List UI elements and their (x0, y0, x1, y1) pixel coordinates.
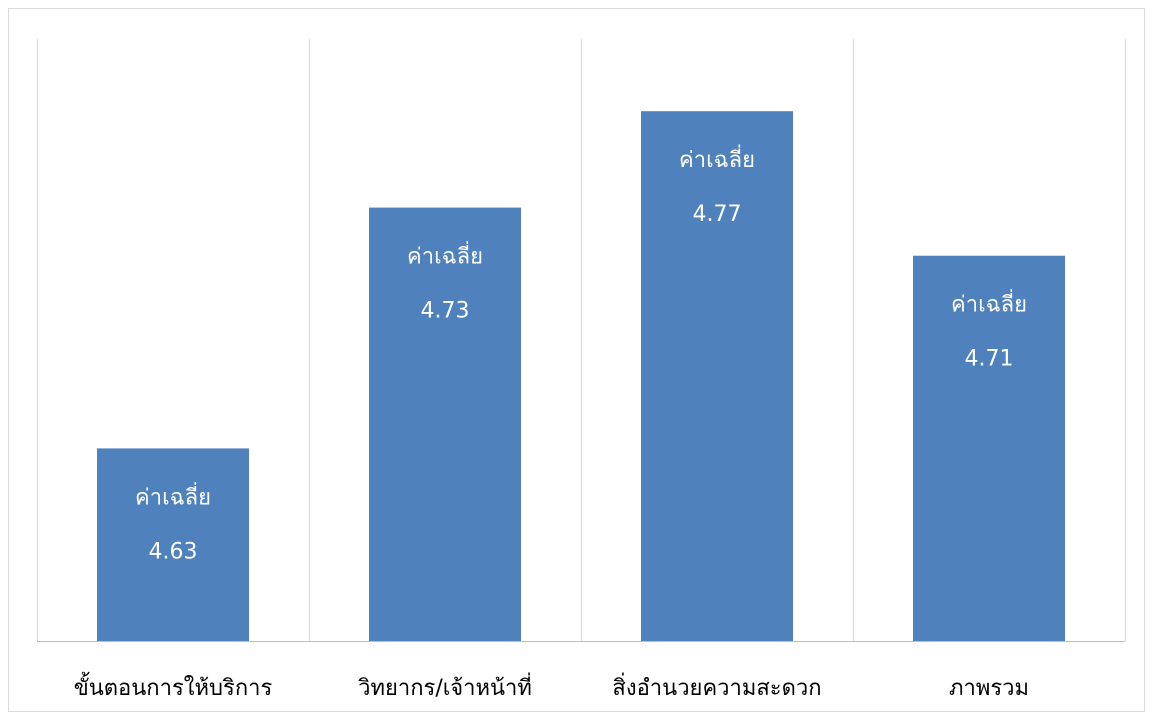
bar-3 (641, 111, 793, 641)
bar-4 (913, 255, 1065, 641)
data-label-name-2: ค่าเฉลี่ย (407, 241, 483, 270)
data-label-name-4: ค่าเฉลี่ย (951, 289, 1027, 318)
data-label-value-2: 4.73 (421, 299, 470, 324)
data-label-name-1: ค่าเฉลี่ย (135, 481, 211, 510)
data-label-value-1: 4.63 (149, 539, 198, 564)
data-label-value-4: 4.71 (965, 347, 1014, 372)
category-label-1: ขั้นตอนการให้บริการ (74, 672, 273, 701)
category-label-2: วิทยากร/เจ้าหน้าที่ (357, 672, 531, 701)
data-label-name-3: ค่าเฉลี่ย (679, 144, 755, 173)
bar-1 (97, 448, 249, 641)
category-label-3: สิ่งอำนวยความสะดวก (612, 672, 821, 701)
category-label-4: ภาพรวม (949, 676, 1029, 701)
bar-2 (369, 207, 521, 641)
chart-frame: ค่าเฉลี่ย 4.63 ขั้นตอนการให้บริการ ค่าเฉลี่… (8, 8, 1145, 712)
data-label-value-3: 4.77 (693, 202, 742, 227)
bar-chart: ค่าเฉลี่ย 4.63 ขั้นตอนการให้บริการ ค่าเฉลี่… (37, 39, 1126, 701)
